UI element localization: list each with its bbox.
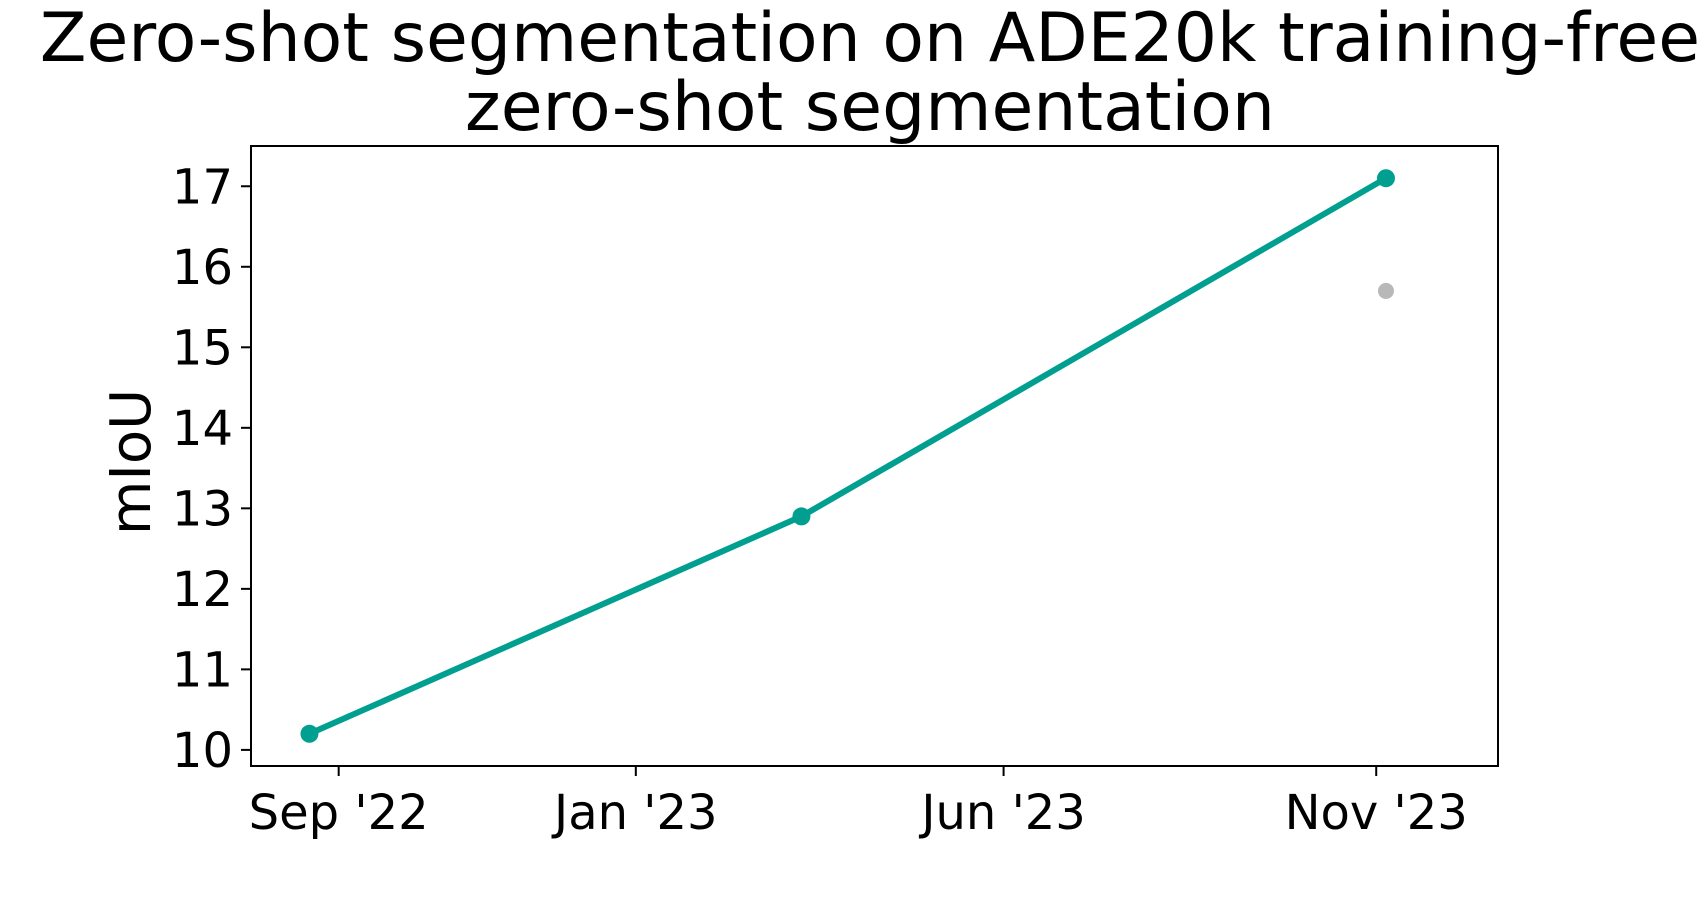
chart-title: Zero-shot segmentation on ADE20k trainin…: [40, 0, 1700, 147]
series-1-point-2: [792, 507, 811, 526]
plot-area: [250, 145, 1499, 767]
chart-title-line1: Zero-shot segmentation on ADE20k trainin…: [40, 0, 1700, 78]
y-tick-label: 12: [172, 562, 233, 618]
series-1-point-1: [300, 724, 319, 743]
series-2: [1377, 282, 1394, 299]
y-tick-label: 17: [172, 159, 233, 215]
y-tick-label: 11: [172, 642, 233, 698]
y-tick-label: 16: [172, 240, 233, 296]
series-1-point-3: [1376, 169, 1395, 188]
y-tick-label: 13: [172, 481, 233, 537]
series-1: [300, 169, 1395, 743]
y-axis: 10 11 12 13 14 15 16 17: [172, 159, 251, 779]
chart-title-line2: zero-shot segmentation: [465, 68, 1275, 147]
x-axis: Sep '22 Jan '23 Jun '23 Nov '23: [249, 766, 1468, 841]
series-layer: [300, 169, 1395, 743]
y-tick-label: 14: [172, 401, 233, 457]
x-tick-label: Jun '23: [918, 785, 1086, 841]
y-tick-label: 15: [172, 320, 233, 376]
y-axis-label: mIoU: [99, 389, 164, 535]
y-tick-label: 10: [172, 723, 233, 779]
x-tick-label: Sep '22: [249, 785, 429, 841]
series-2-point-1: [1377, 282, 1394, 299]
x-tick-label: Jan '23: [551, 785, 718, 841]
x-tick-label: Nov '23: [1285, 785, 1468, 841]
